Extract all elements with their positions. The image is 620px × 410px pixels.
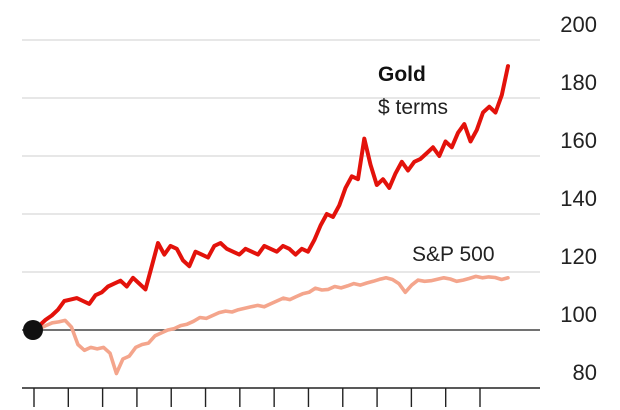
y-tick-label-200: 200 [560,12,597,37]
y-tick-label-160: 160 [560,128,597,153]
gold-series-subtitle: $ terms [378,96,448,119]
gridlines [22,39,540,331]
y-tick-label-100: 100 [560,302,597,327]
sp500-series-label: S&P 500 [412,243,495,266]
series-lines [23,64,510,376]
y-tick-label-140: 140 [560,186,597,211]
x-axis [22,387,540,407]
y-tick-label-80: 80 [573,360,597,385]
gold-series-title: Gold [378,63,426,86]
start-point-marker [23,320,43,340]
y-tick-labels: 80 100 120 140 160 180 200 [560,12,597,385]
sp500-line [31,274,510,376]
gold-line [31,64,510,332]
y-tick-label-120: 120 [560,244,597,269]
y-tick-label-180: 180 [560,70,597,95]
